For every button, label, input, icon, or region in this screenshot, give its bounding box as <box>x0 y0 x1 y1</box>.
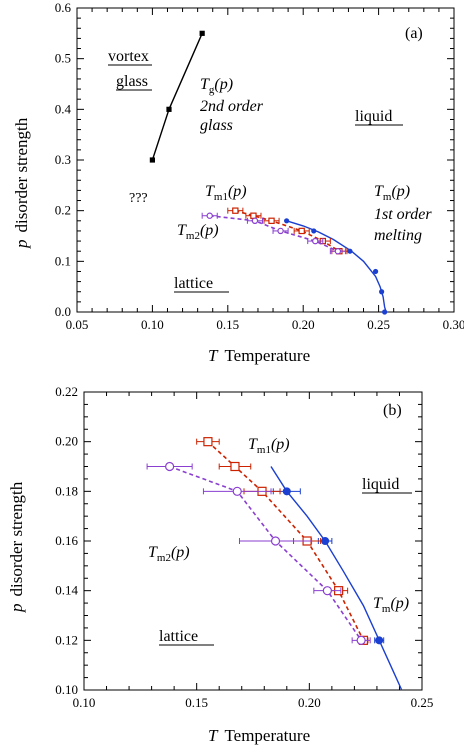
y-tick-label-b: 0.18 <box>55 483 78 498</box>
series-a <box>149 30 388 315</box>
series-line-tm-b <box>270 466 403 691</box>
data-point-tm1-a <box>268 217 275 224</box>
data-point-tm2-b <box>270 536 281 546</box>
data-point-tm-a <box>311 228 317 234</box>
data-point-tm-b <box>282 487 291 496</box>
x-tick-label-a: 0.05 <box>66 317 89 332</box>
data-point-tg-a <box>199 30 205 36</box>
panel-label-a: (a) <box>405 25 423 42</box>
data-point-tm-a <box>379 289 385 295</box>
data-point-tm-b <box>321 537 330 545</box>
label-vortex: vortex <box>108 48 149 65</box>
data-point-tm-a <box>382 309 388 315</box>
label-lattice-a: lattice <box>174 275 213 292</box>
y-axis-label-b: pdisorder strength <box>7 481 26 613</box>
panel-a: 0.05 0.10 0.15 0.20 0.25 0.30 0.0 0.1 0.2 0.3 0.4 0… <box>12 0 464 365</box>
panel-b: 0.10 0.15 0.20 0.25 0.10 0.12 0.14 0.16 0.18 0.20… <box>7 384 433 745</box>
data-point-tm2-b <box>356 635 366 645</box>
y-tick-label-a: 0.5 <box>55 51 71 66</box>
data-point-tm1-b <box>230 461 240 472</box>
data-point-tm1-a <box>250 212 257 219</box>
label-tm-desc1: 1st order <box>374 206 432 223</box>
data-point-tg-a <box>149 157 155 163</box>
label-tg: Tg(p) <box>200 76 233 96</box>
label-tm-a: Tm(p) <box>374 183 410 203</box>
label-tm-b: Tm(p) <box>373 595 409 615</box>
y-tick-label-a: 0.6 <box>55 0 72 15</box>
y-tick-label-a: 0.0 <box>55 304 71 319</box>
label-tm2-a: Tm2(p) <box>177 222 219 242</box>
x-tick-label-a: 0.20 <box>292 317 315 332</box>
x-tick-label-b: 0.15 <box>185 695 208 710</box>
data-point-tm2-b <box>322 586 332 596</box>
label-liquid-a: liquid <box>355 108 392 125</box>
label-tm2-b: Tm2(p) <box>148 544 190 564</box>
data-point-tm1-a <box>232 207 239 214</box>
data-point-tm-a <box>372 268 379 275</box>
label-tg-desc2: glass <box>200 117 233 134</box>
panel-label-b: (b) <box>383 402 402 419</box>
data-point-tm-b <box>375 636 384 645</box>
x-tick-label-a: 0.25 <box>367 317 390 332</box>
data-point-tg-a <box>166 106 172 112</box>
y-tick-label-b: 0.16 <box>55 533 78 548</box>
y-tick-label-a: 0.2 <box>55 203 71 218</box>
y-axis-label-a: pdisorder strength <box>12 117 31 249</box>
data-point-tm2-b <box>165 461 175 472</box>
data-point-tm1-b <box>203 437 213 447</box>
x-tick-label-a: 0.10 <box>141 317 164 332</box>
label-glass: glass <box>116 73 148 90</box>
ticks-a: 0.05 0.10 0.15 0.20 0.25 0.30 0.0 0.1 0.2 0.3 0.4 0… <box>55 0 464 332</box>
y-tick-label-a: 0.4 <box>55 101 72 116</box>
label-tg-desc1: 2nd order <box>200 98 264 115</box>
x-axis-label-a: T Temperature <box>208 346 310 365</box>
x-tick-label-b: 0.10 <box>73 695 96 710</box>
x-tick-label-b: 0.25 <box>411 695 434 710</box>
data-point-tm2-a <box>312 237 319 245</box>
ticks-b: 0.10 0.15 0.20 0.25 0.10 0.12 0.14 0.16 0.18 0.20… <box>55 384 433 710</box>
y-tick-label-b: 0.22 <box>55 384 78 399</box>
series-b <box>146 437 403 691</box>
label-unknown: ??? <box>129 191 148 206</box>
label-lattice-b: lattice <box>159 628 198 645</box>
y-tick-label-b: 0.10 <box>55 682 78 697</box>
series-line-tg-a <box>151 33 203 161</box>
data-point-tm-a <box>347 248 353 254</box>
data-point-tm2-a <box>251 217 259 224</box>
data-point-tm1-a <box>298 227 305 235</box>
x-axis-label-b: T Temperature <box>208 726 310 745</box>
label-liquid-b: liquid <box>362 476 399 493</box>
data-point-tm2-a <box>277 227 284 235</box>
data-point-tm2-a <box>206 212 213 219</box>
y-tick-label-b: 0.12 <box>55 632 78 647</box>
y-tick-label-b: 0.14 <box>55 583 78 598</box>
label-tm1-a: Tm1(p) <box>205 183 247 203</box>
series-line-tm-a <box>286 220 387 313</box>
y-tick-label-b: 0.20 <box>55 434 78 449</box>
data-point-tm2-b <box>232 486 242 496</box>
data-point-tm2-a <box>334 247 342 255</box>
data-point-tm-a <box>284 218 290 224</box>
label-tm-desc2: melting <box>374 227 422 244</box>
y-tick-label-a: 0.1 <box>55 253 71 268</box>
label-tm1-b: Tm1(p) <box>248 436 290 456</box>
x-tick-label-b: 0.20 <box>298 695 321 710</box>
y-tick-label-a: 0.3 <box>55 152 71 167</box>
x-tick-label-a: 0.15 <box>216 317 239 332</box>
x-tick-label-a: 0.30 <box>443 317 464 332</box>
